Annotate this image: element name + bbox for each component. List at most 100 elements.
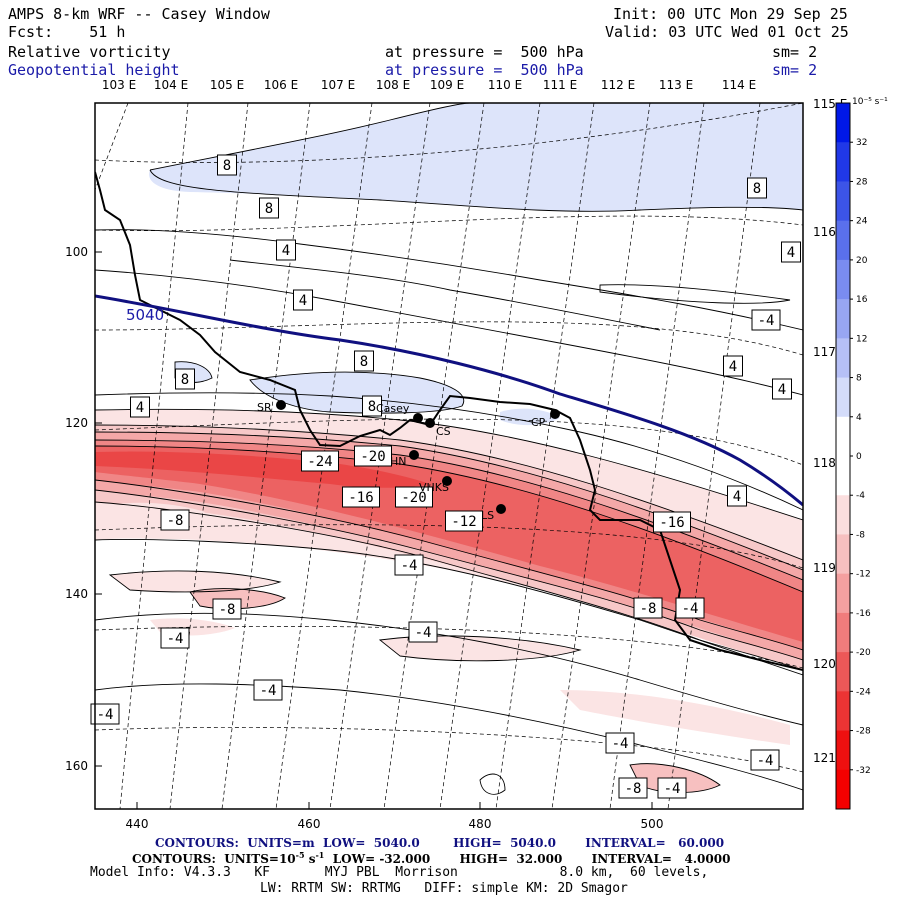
colorbar-label: -16 bbox=[856, 609, 871, 619]
station-label: SR bbox=[257, 401, 272, 414]
contour-label-box bbox=[772, 378, 792, 400]
top-lon-label: 112 E bbox=[601, 78, 635, 92]
colorbar-swatch bbox=[836, 103, 850, 143]
field2-level: at pressure = 500 hPa bbox=[385, 61, 584, 79]
plot-frame bbox=[94, 102, 804, 810]
station-label: CS bbox=[436, 425, 451, 438]
colorbar-swatch bbox=[836, 338, 850, 379]
contours-height-info: CONTOURS: UNITS=m LOW= 5040.0 HIGH= 5040… bbox=[155, 836, 725, 850]
station-dot bbox=[550, 409, 560, 419]
station-dot bbox=[425, 418, 435, 428]
colorbar-swatch bbox=[836, 416, 850, 457]
colorbar-label: -8 bbox=[856, 530, 865, 540]
contour-label-box bbox=[618, 777, 648, 799]
contour-label-box bbox=[408, 621, 438, 643]
contour-label-box bbox=[747, 177, 767, 199]
colorbar-label: 4 bbox=[856, 413, 862, 423]
model-info: Model Info: V4.3.3 KF MYJ PBL Morrison 8… bbox=[90, 865, 709, 880]
colorbar-label: 28 bbox=[856, 177, 868, 187]
station-dot bbox=[442, 476, 452, 486]
top-lon-label: 104 E bbox=[154, 78, 188, 92]
contour-label-box bbox=[90, 703, 120, 725]
y-tick-label: 100 bbox=[65, 245, 88, 259]
y-tick-label: 160 bbox=[65, 759, 88, 773]
top-lon-label: 110 E bbox=[488, 78, 522, 92]
vorticity-contour-labels: 888888444444-444-24-20-16-20-12-16-8-4-4… bbox=[90, 154, 801, 799]
contour-label: 4 bbox=[733, 489, 741, 505]
contour-label: -4 bbox=[758, 313, 775, 329]
colorbar-label: 24 bbox=[856, 217, 868, 227]
colorbar-label: -4 bbox=[856, 491, 865, 501]
contour-label: -4 bbox=[682, 601, 699, 617]
contour-label: 4 bbox=[729, 359, 737, 375]
contour-label: 4 bbox=[136, 400, 144, 416]
contour-label-box bbox=[175, 368, 195, 390]
colorbar-label: 12 bbox=[856, 334, 867, 344]
field1-smoothing: sm= 2 bbox=[772, 43, 818, 61]
contour-label: 8 bbox=[223, 158, 231, 174]
top-lon-label: 103 E bbox=[102, 78, 136, 92]
colorbar-label: -12 bbox=[856, 570, 871, 580]
y-tick-label: 140 bbox=[65, 587, 88, 601]
contour-label-box bbox=[160, 509, 190, 531]
contour-label-box bbox=[445, 510, 483, 532]
x-tick-label: 460 bbox=[298, 817, 321, 831]
contours-vorticity-part-a: CONTOURS: UNITS=10 bbox=[132, 852, 296, 866]
top-lon-label: 113 E bbox=[659, 78, 693, 92]
contour-label-box bbox=[750, 749, 780, 771]
colorbar-label: -32 bbox=[856, 766, 871, 776]
contour-label-box bbox=[160, 627, 190, 649]
colorbar-swatch bbox=[836, 259, 850, 300]
top-lon-label: 111 E bbox=[543, 78, 577, 92]
y-tick-label: 120 bbox=[65, 416, 88, 430]
contour-label-box bbox=[657, 777, 687, 799]
contour-label: 8 bbox=[753, 181, 761, 197]
colorbar-swatch bbox=[836, 691, 850, 732]
contour-label: 8 bbox=[265, 201, 273, 217]
contour-label-box bbox=[301, 450, 339, 472]
contour-label: -4 bbox=[612, 736, 629, 752]
top-lon-label: 109 E bbox=[430, 78, 464, 92]
contours-vorticity-part-c: LOW= -32.000 HIGH= 32.000 INTERVAL= 4.00… bbox=[324, 852, 731, 866]
colorbar-swatch bbox=[836, 769, 850, 810]
contour-label: -20 bbox=[360, 449, 385, 465]
field2-name: Geopotential height bbox=[8, 61, 180, 79]
contour-label-box bbox=[605, 732, 635, 754]
contour-label-box bbox=[212, 598, 242, 620]
contour-label-box bbox=[293, 289, 313, 311]
contour-label: -20 bbox=[401, 490, 426, 506]
contour-label-box bbox=[675, 597, 705, 619]
field2-smoothing: sm= 2 bbox=[772, 61, 818, 79]
contour-label-box bbox=[723, 355, 743, 377]
colorbar-swatch bbox=[836, 220, 850, 261]
contour-label-box bbox=[633, 597, 663, 619]
contour-label: 8 bbox=[368, 399, 376, 415]
top-lon-label: 108 E bbox=[376, 78, 410, 92]
contour-label-box bbox=[781, 241, 801, 263]
valid-time: Valid: 03 UTC Wed 01 Oct 25 bbox=[605, 23, 849, 41]
contour-label: -4 bbox=[401, 558, 418, 574]
contour-label-box bbox=[394, 554, 424, 576]
contour-label: -16 bbox=[348, 490, 373, 506]
contour-label-box bbox=[342, 486, 380, 508]
contour-label-box bbox=[727, 485, 747, 507]
station-dot bbox=[276, 400, 286, 410]
colorbar-label: -20 bbox=[856, 648, 871, 658]
height-contour-label: 5040 bbox=[126, 306, 164, 324]
contour-label: -4 bbox=[167, 631, 184, 647]
contour-label: -4 bbox=[97, 707, 114, 723]
contour-label-box bbox=[253, 679, 283, 701]
contour-label-box bbox=[259, 197, 279, 219]
x-tick-label: 480 bbox=[469, 817, 492, 831]
colorbar-unit: 10⁻⁵ s⁻¹ bbox=[852, 97, 888, 107]
top-lon-label: 114 E bbox=[722, 78, 756, 92]
contour-label-box bbox=[354, 350, 374, 372]
contour-label: -8 bbox=[167, 513, 184, 529]
colorbar-label: -28 bbox=[856, 727, 871, 737]
contour-label: 8 bbox=[181, 372, 189, 388]
colorbar-swatch bbox=[836, 534, 850, 575]
contour-label: -4 bbox=[260, 683, 277, 699]
station-dot bbox=[409, 450, 419, 460]
colorbar-label: -24 bbox=[856, 687, 871, 697]
colorbar-swatch bbox=[836, 495, 850, 535]
